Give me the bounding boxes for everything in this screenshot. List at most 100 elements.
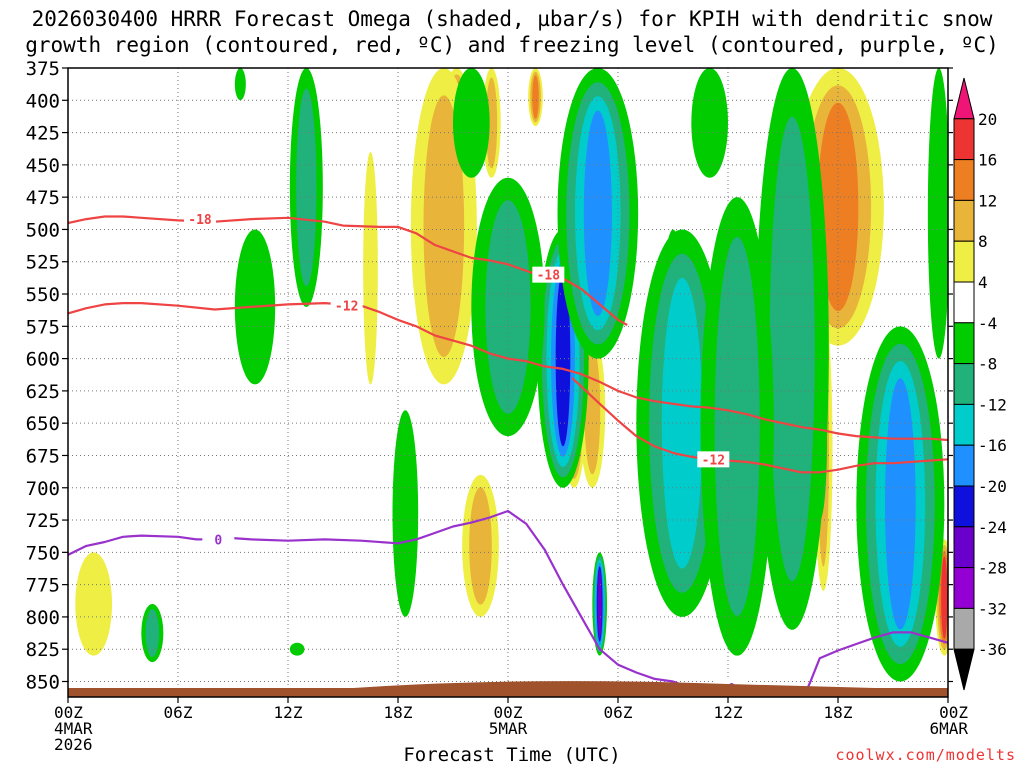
y-tick-label: 800 xyxy=(26,607,60,629)
colorbar-swatch xyxy=(953,322,975,365)
colorbar-label: -28 xyxy=(978,559,1007,578)
contour-label-bg xyxy=(184,211,216,228)
x-tick-label: 00Z xyxy=(54,703,83,722)
omega-band xyxy=(532,75,539,119)
colorbar-label: -20 xyxy=(978,477,1007,496)
omega-band xyxy=(661,277,703,569)
colorbar-swatch xyxy=(953,403,975,446)
contour-label-bg xyxy=(202,531,235,548)
x-tick-label: 18Z xyxy=(824,703,853,722)
colorbar-swatch xyxy=(953,567,975,609)
omega-band xyxy=(423,95,465,358)
omega-cell xyxy=(75,552,112,656)
y-tick-label: 775 xyxy=(26,575,60,597)
y-tick-label: 600 xyxy=(26,349,60,371)
omega-band xyxy=(363,151,378,385)
contour-label-bg xyxy=(697,451,730,468)
omega-band xyxy=(583,110,612,316)
colorbar-swatch xyxy=(953,444,975,487)
omega-band xyxy=(885,378,916,630)
y-tick-label: 700 xyxy=(26,478,60,500)
colorbar-label: -8 xyxy=(978,355,997,374)
x-tick-label: 00Z xyxy=(939,703,968,722)
colorbar-swatch xyxy=(953,199,975,242)
y-tick-label: 650 xyxy=(26,413,60,435)
omega-band xyxy=(714,236,760,616)
contour-isotherm-line xyxy=(571,377,948,474)
colorbar-label: 16 xyxy=(978,151,997,170)
x-tick-label: 06Z xyxy=(604,703,633,722)
x-tick-label: 12Z xyxy=(274,703,303,722)
y-tick-label: 500 xyxy=(26,219,60,241)
colorbar-swatch xyxy=(953,607,975,650)
x-axis-title: Forecast Time (UTC) xyxy=(403,744,621,766)
omega-cell xyxy=(700,197,774,656)
omega-band xyxy=(289,642,305,656)
omega-cell xyxy=(289,68,323,307)
omega-cell xyxy=(234,68,246,101)
x-tick-date: 5MAR xyxy=(489,719,528,738)
contour-label: 0 xyxy=(214,533,222,548)
x-tick-label: 12Z xyxy=(714,703,743,722)
colorbar-swatch xyxy=(953,526,975,569)
y-tick-label: 725 xyxy=(26,510,60,532)
omega-band xyxy=(927,68,948,359)
x-tick-label: 18Z xyxy=(384,703,413,722)
y-tick-label: 625 xyxy=(26,381,60,403)
y-tick-label: 450 xyxy=(26,155,60,177)
contour-label: -18 xyxy=(188,213,212,228)
colorbar-label: 4 xyxy=(978,273,988,292)
y-tick-label: 675 xyxy=(26,445,60,467)
x-tick-date: 6MAR xyxy=(929,719,968,738)
omega-band xyxy=(296,88,317,287)
contour-label: -12 xyxy=(335,300,358,315)
colorbar-label: -16 xyxy=(978,436,1007,455)
omega-field xyxy=(75,68,948,682)
omega-band xyxy=(392,410,419,617)
contour-isotherm-line xyxy=(68,302,948,442)
omega-band xyxy=(145,609,160,658)
y-tick-label: 375 xyxy=(26,58,60,80)
y-tick-label: 575 xyxy=(26,316,60,338)
omega-cell xyxy=(557,68,639,359)
y-tick-label: 525 xyxy=(26,252,60,274)
colorbar-label: -24 xyxy=(978,518,1007,537)
omega-band xyxy=(941,556,948,639)
credit-text: coolwx.com/modelts xyxy=(835,746,1016,764)
omega-cell xyxy=(856,326,945,682)
omega-cell xyxy=(453,68,490,178)
axes: 375 400 425 450 475 500 525 550 575 600 625 650 675 7… xyxy=(26,58,969,754)
omega-cell xyxy=(528,68,543,127)
grid xyxy=(68,67,948,697)
colorbar-label: 8 xyxy=(978,232,988,251)
omega-band xyxy=(691,68,729,178)
terrain-band xyxy=(68,688,948,697)
omega-cell xyxy=(755,68,829,630)
omega-band xyxy=(453,68,490,178)
x-tick-date: 4MAR xyxy=(54,719,93,738)
y-tick-label: 425 xyxy=(26,123,60,145)
x-tick-year: 2026 xyxy=(54,735,93,754)
omega-cell xyxy=(462,474,499,617)
terrain-hump xyxy=(324,681,875,690)
colorbar-label: -32 xyxy=(978,599,1007,618)
omega-band xyxy=(817,102,859,311)
colorbar-label: -4 xyxy=(978,314,997,333)
x-tick-label: 00Z xyxy=(494,703,523,722)
colorbar-swatch xyxy=(953,118,975,161)
contour-label: -18 xyxy=(537,269,561,284)
omega-band xyxy=(469,487,492,605)
colorbar-swatch xyxy=(953,159,975,201)
colorbar-cap-bottom xyxy=(953,648,975,691)
y-tick-label: 475 xyxy=(26,187,60,209)
x-tick-label: 06Z xyxy=(164,703,193,722)
colorbar-swatch xyxy=(953,240,975,283)
omega-cell xyxy=(392,410,419,617)
contour-label-bg xyxy=(330,297,363,314)
chart-title: 2026030400 HRRR Forecast Omega (shaded, … xyxy=(25,7,999,57)
contour-label-bg xyxy=(532,266,565,283)
omega-cell xyxy=(363,151,378,385)
omega-cell xyxy=(927,68,948,359)
y-tick-label: 400 xyxy=(26,90,60,112)
